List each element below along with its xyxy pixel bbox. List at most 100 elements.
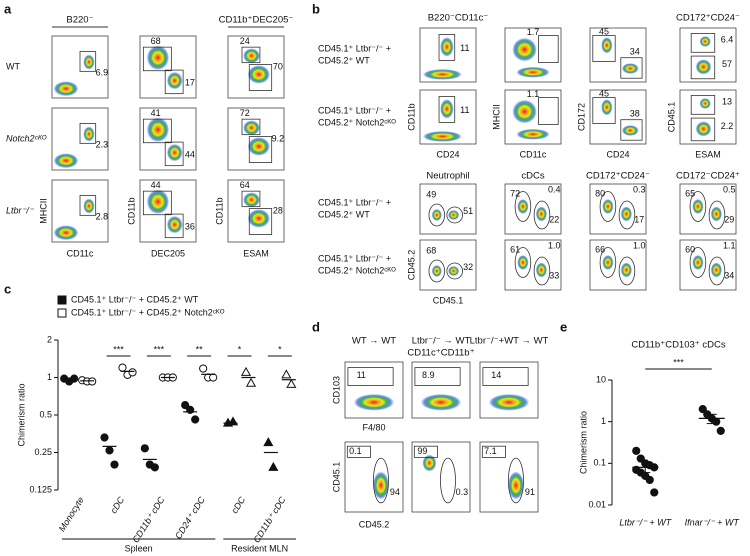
data-point — [105, 446, 114, 455]
gate — [79, 51, 97, 72]
gate — [482, 367, 529, 386]
cell-density — [372, 471, 390, 500]
axis-label: DEC205 — [151, 248, 185, 258]
gate-percentage: 72 — [240, 108, 250, 118]
y-tick-label: 1 — [601, 416, 606, 426]
axis-label: CD103 — [331, 376, 341, 404]
gate-percentage: 64 — [240, 180, 250, 190]
cell-density — [431, 265, 442, 277]
data-point — [140, 444, 149, 453]
gate-percentage: 45 — [599, 89, 609, 99]
gate — [514, 191, 532, 222]
gate — [618, 200, 636, 230]
column-header: Ltbr⁻/⁻+WT → WT — [470, 336, 549, 347]
gate-percentage: 72 — [510, 188, 520, 198]
cell-density — [146, 189, 170, 215]
gate — [533, 200, 551, 230]
gate — [690, 55, 716, 80]
gate — [79, 123, 97, 144]
gate — [248, 208, 273, 235]
flow-plot — [504, 239, 562, 291]
gate — [481, 445, 506, 458]
x-tick-label: Ltbr⁻/⁻ + WT — [619, 517, 672, 527]
cell-density — [243, 120, 260, 136]
axis-label: CD45.2 — [406, 250, 416, 281]
column-header: B220⁻CD11c⁻ — [428, 13, 489, 24]
gate-percentage: 70 — [273, 61, 283, 71]
gate — [708, 200, 726, 230]
x-tick-label: Monocyte — [57, 495, 86, 533]
cell-density — [517, 255, 529, 270]
gate — [440, 457, 456, 504]
cell-density — [699, 36, 711, 47]
cell-density — [146, 45, 170, 71]
cell-density — [422, 69, 462, 80]
gate-percentage: 45 — [599, 27, 609, 37]
data-point — [698, 405, 707, 414]
gate — [592, 35, 616, 62]
data-point — [245, 377, 257, 387]
axis-label: MHCII — [38, 198, 48, 224]
y-tick-label: 0.5 — [39, 409, 52, 419]
row-label: CD45.1⁺ Ltbr⁻/⁻ + — [318, 105, 391, 115]
flow-plot — [139, 179, 197, 243]
gate — [428, 259, 446, 283]
gate — [508, 457, 524, 504]
column-header: B220⁻ — [66, 15, 93, 26]
gate-percentage: 60 — [685, 244, 695, 254]
cell-density — [692, 255, 704, 270]
data-point — [650, 488, 659, 497]
gate — [346, 445, 371, 458]
gate-percentage: 0.5 — [723, 184, 736, 194]
y-tick-label: 10 — [596, 374, 606, 384]
row-label: WT — [6, 61, 20, 71]
column-header: CD11b⁺DEC205⁻ — [219, 15, 294, 26]
panel-letter: c — [4, 281, 11, 296]
axis-label: CD45.2 — [359, 519, 390, 529]
gate — [689, 247, 707, 278]
gate-percentage: 44 — [185, 149, 195, 159]
cell-density — [53, 81, 79, 97]
cell-density — [535, 206, 548, 222]
gate — [142, 190, 172, 216]
flow-plot — [679, 183, 737, 235]
cell-density — [620, 206, 633, 222]
gate — [514, 247, 532, 278]
cell-density — [83, 198, 95, 214]
column-header: CD172⁺CD24⁻ — [676, 13, 740, 24]
gate-percentage: 2.8 — [96, 212, 109, 222]
gate — [599, 191, 617, 222]
gate-percentage: 80 — [595, 188, 605, 198]
row-label: Notch2ᶜᴷᴼ — [6, 133, 47, 143]
gate — [538, 97, 559, 125]
row-label: CD45.2⁺ Notch2ᶜᴷᴼ — [318, 117, 396, 127]
cell-density — [699, 98, 711, 109]
data-point — [128, 368, 137, 377]
axis-label: CD45.1 — [331, 462, 341, 493]
cell-density — [710, 206, 723, 222]
flow-plot — [679, 239, 737, 291]
gate-percentage: 94 — [390, 487, 400, 497]
cell-density — [83, 126, 95, 142]
gate-percentage: 68 — [151, 36, 161, 46]
gate-percentage: 41 — [151, 108, 161, 118]
gate-percentage: 29 — [724, 214, 734, 224]
gate — [241, 46, 261, 64]
gate-percentage: 1.1 — [723, 240, 736, 250]
data-point — [286, 378, 297, 388]
gate-percentage: 34 — [630, 47, 640, 57]
gate — [690, 117, 716, 142]
gate — [142, 46, 172, 72]
gate — [142, 118, 172, 144]
significance-label: *** — [673, 357, 684, 367]
gate-percentage: 38 — [630, 109, 640, 119]
gate-percentage: 44 — [151, 180, 161, 190]
gate-percentage: 7.1 — [484, 446, 497, 456]
gate-percentage: 28 — [273, 205, 283, 215]
column-header: WT → WT — [352, 336, 396, 347]
flow-plot — [589, 239, 647, 291]
flow-plot — [411, 441, 471, 513]
data-point — [645, 475, 654, 485]
data-point — [118, 363, 127, 372]
